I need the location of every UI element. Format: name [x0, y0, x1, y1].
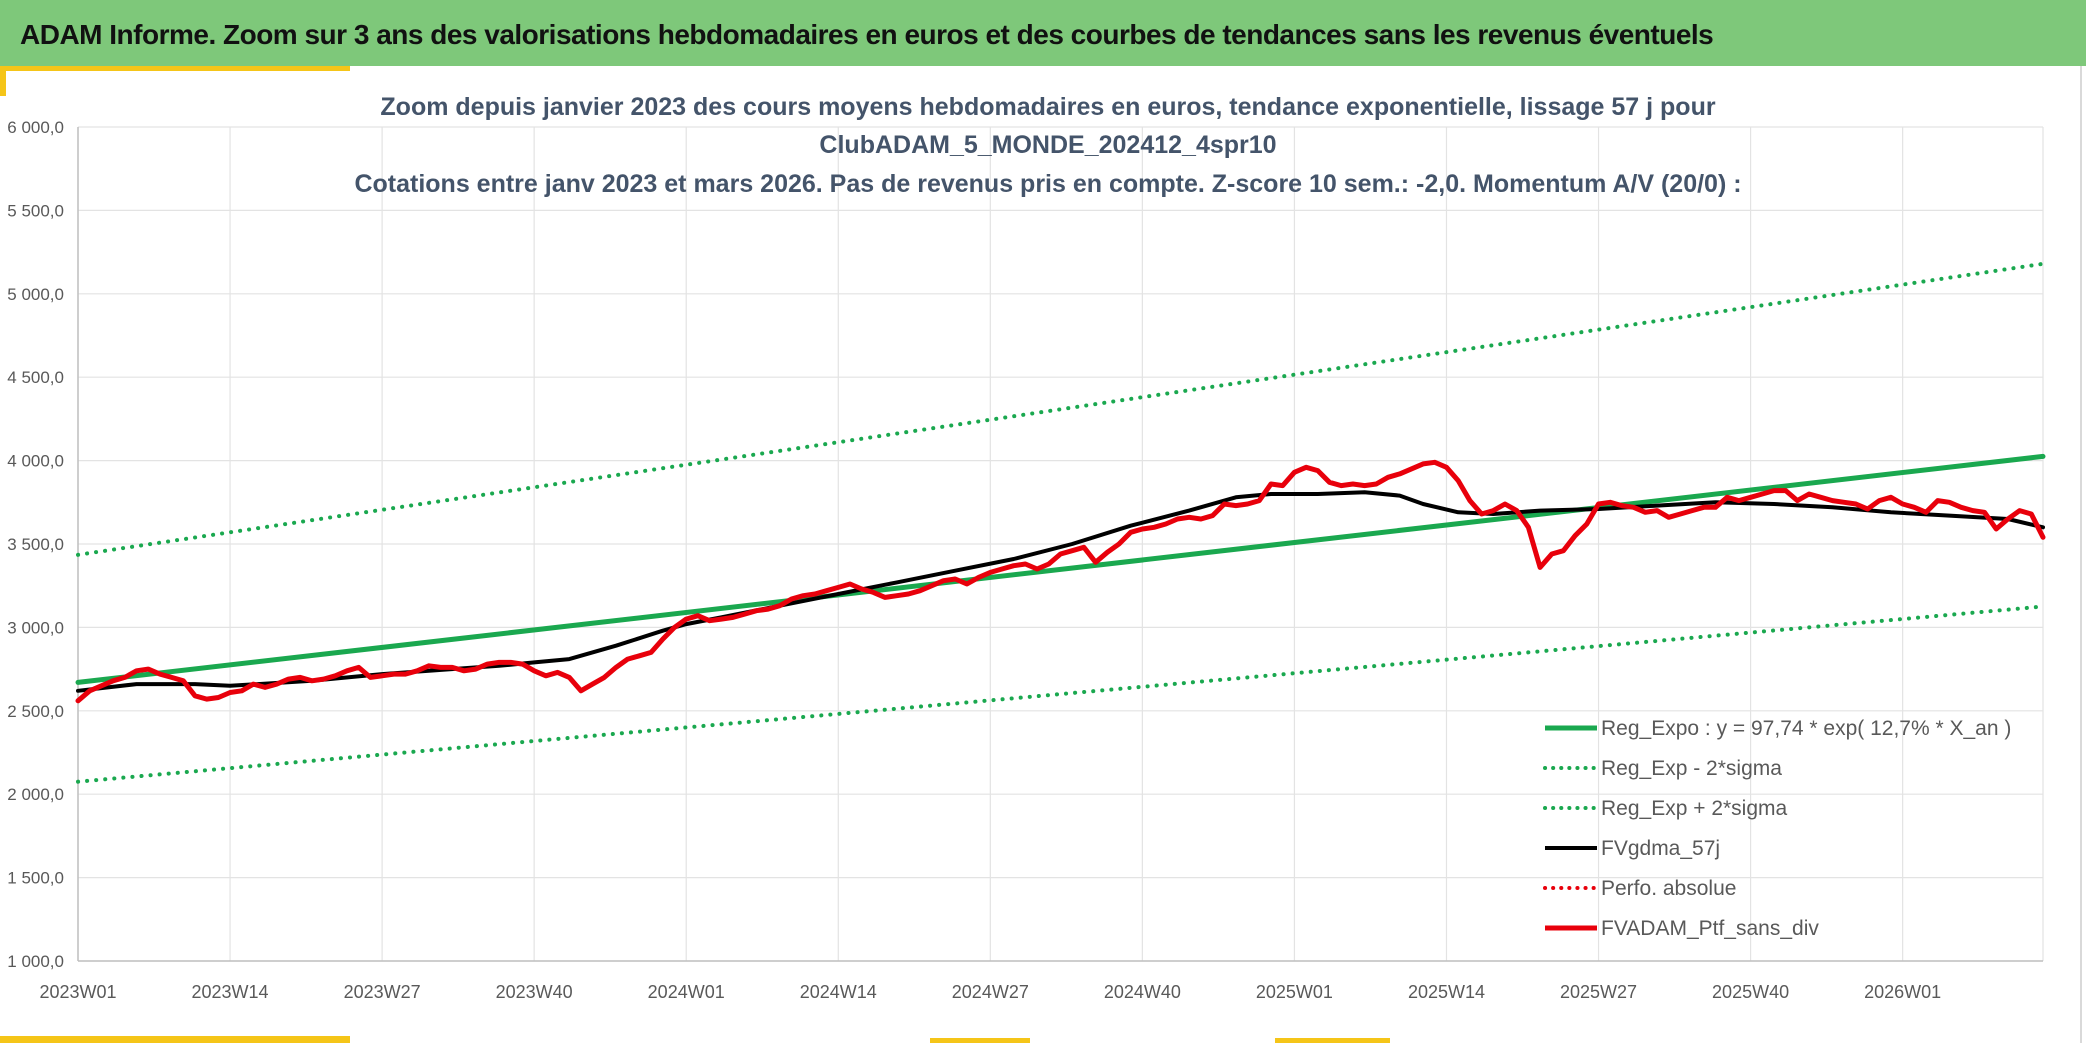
x-tick-label: 2023W27 [344, 982, 421, 1002]
legend-entry-fvadam-ptf: FVADAM_Ptf_sans_div [1601, 917, 1819, 940]
chart-frame-edge [2080, 66, 2082, 1043]
chart-title-line: ClubADAM_5_MONDE_202412_4spr10 [819, 131, 1276, 159]
accent-bar-left [0, 66, 6, 96]
reg-exp-minus-2sigma-line [76, 604, 2045, 784]
y-tick-label: 5 000,0 [7, 285, 64, 304]
chart-title-line: Zoom depuis janvier 2023 des cours moyen… [380, 93, 1715, 121]
legend-entry-reg-exp-minus: Reg_Exp - 2*sigma [1601, 757, 1782, 780]
page-banner: ADAM Informe. Zoom sur 3 ans des valoris… [0, 0, 2086, 66]
x-tick-label: 2023W14 [192, 982, 269, 1002]
x-tick-label: 2025W14 [1408, 982, 1485, 1002]
legend-entry-perfo-absolue: Perfo. absolue [1601, 877, 1736, 900]
legend-entry-fvgdma: FVgdma_57j [1601, 837, 1720, 860]
reg-expo-line [75, 453, 2046, 685]
fvadam-ptf-sans-div-line [75, 459, 2046, 704]
y-tick-label: 3 500,0 [7, 535, 64, 554]
x-tick-label: 2023W40 [496, 982, 573, 1002]
fvgdma-57j-line [76, 490, 2045, 693]
banner-title: ADAM Informe. Zoom sur 3 ans des valoris… [20, 19, 1714, 50]
chart-axes: 1 000,0 1 500,0 2 000,0 2 500,0 3 000,0 3 500… [7, 118, 2043, 1002]
y-tick-label: 6 000,0 [7, 118, 64, 137]
x-tick-label: 2026W01 [1864, 982, 1941, 1002]
chart-gridlines [77, 126, 2044, 962]
legend-entry-reg-exp-plus: Reg_Exp + 2*sigma [1601, 797, 1788, 820]
x-tick-label: 2025W27 [1560, 982, 1637, 1002]
legend-entry-reg-expo: Reg_Expo : y = 97,74 * exp( 12,7% * X_an… [1601, 717, 2011, 740]
x-tick-label: 2023W01 [39, 982, 116, 1002]
y-tick-label: 2 000,0 [7, 785, 64, 804]
y-tick-label: 1 000,0 [7, 952, 64, 971]
x-tick-label: 2024W40 [1104, 982, 1181, 1002]
y-tick-label: 4 000,0 [7, 452, 64, 471]
y-tick-label: 5 500,0 [7, 201, 64, 220]
chart-title-line: Cotations entre janv 2023 et mars 2026. … [354, 170, 1741, 198]
x-tick-label: 2024W27 [952, 982, 1029, 1002]
x-tick-label: 2024W01 [648, 982, 725, 1002]
y-tick-label: 3 000,0 [7, 618, 64, 637]
x-tick-label: 2025W01 [1256, 982, 1333, 1002]
x-tick-label: 2025W40 [1712, 982, 1789, 1002]
chart-legend: Reg_Expo : y = 97,74 * exp( 12,7% * X_an… [1543, 717, 2011, 940]
x-tick-label: 2024W14 [800, 982, 877, 1002]
y-tick-label: 4 500,0 [7, 368, 64, 387]
accent-bar-bottom-mid [930, 1038, 1030, 1043]
chart-title: Zoom depuis janvier 2023 des cours moyen… [354, 93, 1741, 198]
y-tick-label: 2 500,0 [7, 702, 64, 721]
chart-series [75, 261, 2046, 784]
accent-bar-top [0, 66, 350, 71]
accent-bar-bottom-right [1275, 1038, 1390, 1043]
accent-bar-bottom-left [0, 1036, 350, 1043]
reg-exp-plus-2sigma-line [76, 261, 2045, 557]
y-tick-label: 1 500,0 [7, 869, 64, 888]
